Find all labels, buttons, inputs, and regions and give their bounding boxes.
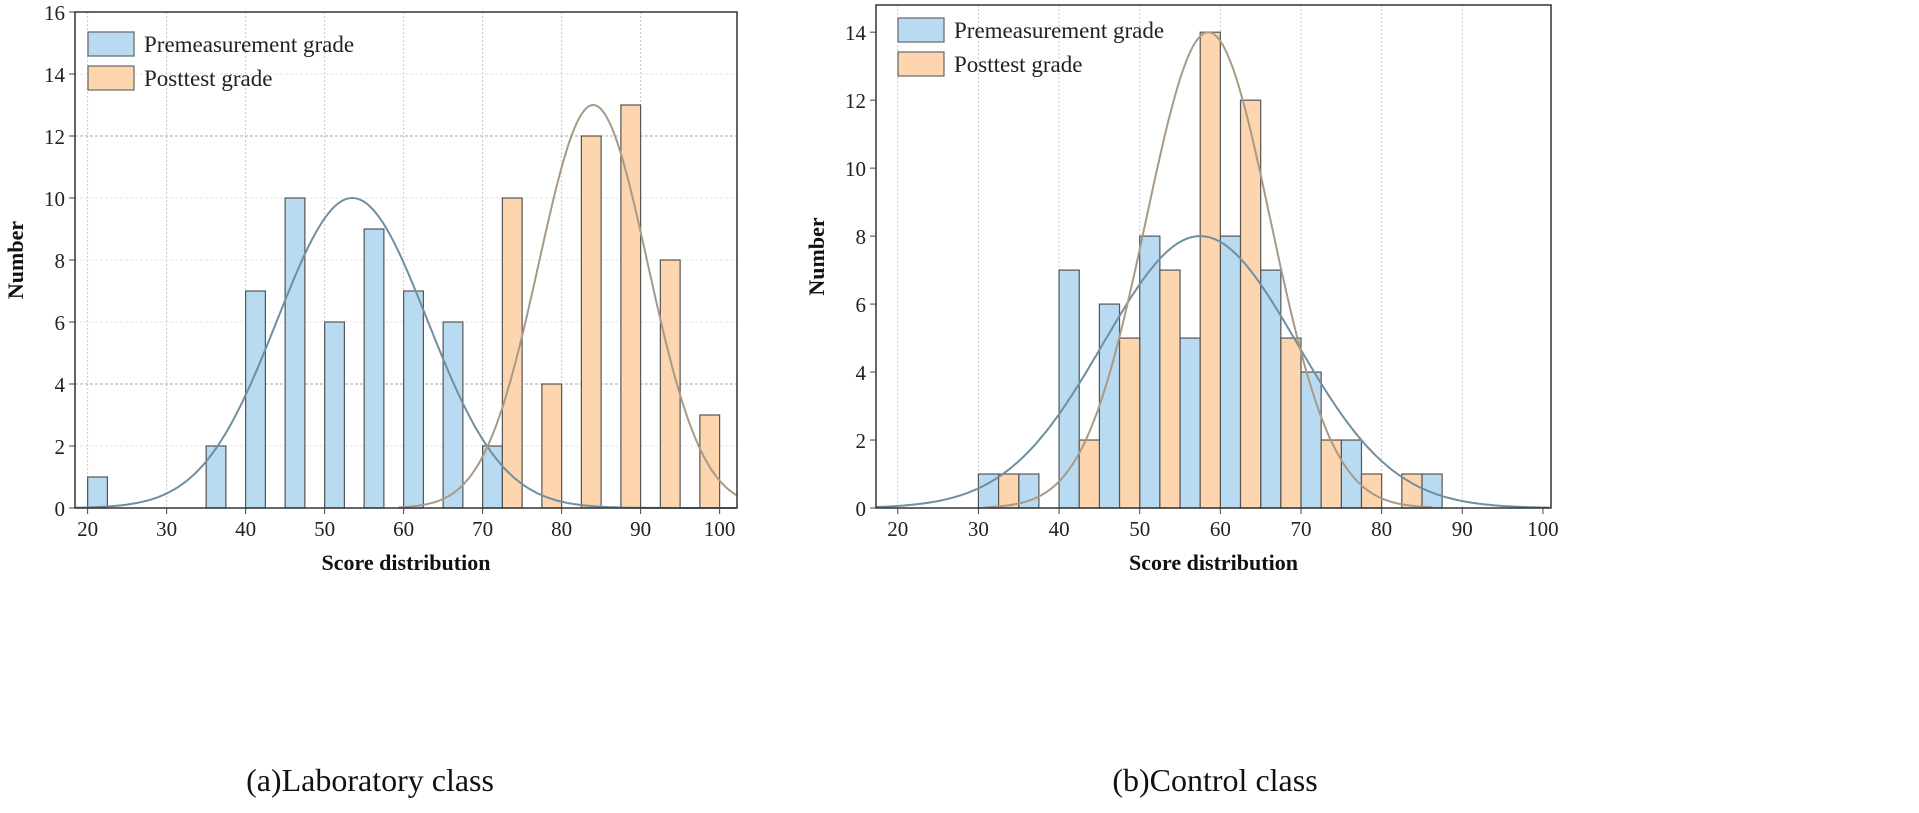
bar-premeasurement — [1219, 235, 1242, 509]
fit-curve-posttest — [398, 103, 738, 509]
legend-swatch — [897, 17, 945, 43]
legend-label: Posttest grade — [954, 52, 1082, 77]
bar-premeasurement — [442, 321, 464, 509]
x-axis-title: Score distribution — [1129, 550, 1298, 575]
x-tick-label: 20 — [77, 517, 98, 541]
y-tick-label: 6 — [856, 293, 867, 317]
bar-premeasurement — [245, 290, 266, 509]
legend-label: Premeasurement grade — [144, 32, 354, 57]
legend-label: Premeasurement grade — [954, 18, 1164, 43]
bar-posttest — [1280, 337, 1302, 509]
legend-swatch — [87, 65, 135, 91]
bar-posttest — [580, 135, 602, 509]
bar-premeasurement — [87, 476, 108, 509]
bar-posttest — [1159, 269, 1181, 509]
bar-posttest — [541, 383, 563, 509]
caption-control-class: (b)Control class — [1112, 762, 1318, 798]
bar-posttest — [1320, 439, 1342, 509]
x-tick-label: 90 — [1452, 517, 1473, 541]
y-axis-title: Number — [804, 217, 829, 295]
bar-posttest — [1199, 31, 1221, 509]
y-tick-label: 12 — [845, 89, 866, 113]
y-tick-label: 0 — [856, 497, 867, 521]
bar-posttest — [1118, 337, 1141, 509]
bar-posttest — [501, 197, 523, 509]
x-tick-label: 100 — [1527, 517, 1559, 541]
x-tick-label: 30 — [968, 517, 989, 541]
x-tick-label: 50 — [1129, 517, 1150, 541]
y-tick-label: 4 — [856, 361, 867, 385]
bar-posttest — [1360, 473, 1383, 509]
x-tick-label: 40 — [1049, 517, 1070, 541]
bar-premeasurement — [205, 445, 227, 509]
legend-label: Posttest grade — [144, 66, 272, 91]
x-tick-label: 80 — [1371, 517, 1392, 541]
plot-frame — [875, 4, 1552, 509]
bar-posttest — [699, 414, 721, 509]
bar-premeasurement — [1179, 337, 1201, 509]
y-tick-label: 14 — [44, 63, 66, 87]
y-tick-label: 12 — [44, 125, 65, 149]
y-tick-label: 14 — [845, 21, 867, 45]
caption-laboratory-class: (a)Laboratory class — [246, 762, 494, 798]
bar-posttest — [1078, 439, 1100, 509]
x-tick-label: 80 — [551, 517, 572, 541]
legend-swatch — [87, 31, 135, 57]
bar-premeasurement — [1300, 371, 1322, 509]
y-tick-label: 10 — [845, 157, 866, 181]
y-tick-label: 10 — [44, 187, 65, 211]
bar-premeasurement — [324, 321, 345, 509]
bar-premeasurement — [363, 228, 385, 509]
y-tick-label: 4 — [55, 373, 66, 397]
bar-premeasurement — [284, 197, 306, 509]
bar-premeasurement — [1260, 269, 1282, 509]
x-tick-label: 30 — [156, 517, 177, 541]
y-tick-label: 2 — [55, 435, 66, 459]
y-tick-label: 16 — [44, 1, 65, 25]
bar-premeasurement — [1139, 235, 1161, 509]
legend-swatch — [897, 51, 945, 77]
x-tick-label: 40 — [235, 517, 256, 541]
x-tick-label: 70 — [472, 517, 493, 541]
y-axis-title: Number — [3, 221, 28, 299]
y-tick-label: 2 — [856, 429, 867, 453]
bar-posttest — [997, 473, 1020, 509]
x-tick-label: 50 — [314, 517, 335, 541]
fit-curve-premeasurement — [875, 235, 1550, 509]
y-tick-label: 0 — [55, 497, 66, 521]
x-tick-label: 100 — [704, 517, 736, 541]
y-tick-label: 8 — [856, 225, 867, 249]
y-tick-label: 8 — [55, 249, 66, 273]
y-tick-label: 6 — [55, 311, 66, 335]
x-axis-title: Score distribution — [322, 550, 491, 575]
x-tick-label: 90 — [630, 517, 651, 541]
chart-laboratory-class: 20 30 40 50 60 70 80 90 100 0 2 4 6 8 10 12 14 16 Premeasu… — [3, 1, 738, 575]
x-tick-label: 70 — [1291, 517, 1312, 541]
plot-frame — [74, 11, 738, 509]
fit-curve-posttest — [984, 31, 1433, 509]
bar-premeasurement — [1421, 473, 1443, 509]
chart-control-class: 20 30 40 50 60 70 80 90 100 0 2 4 6 8 10 12 14 Premeasure… — [804, 4, 1559, 575]
x-tick-label: 60 — [1210, 517, 1231, 541]
x-tick-label: 20 — [887, 517, 908, 541]
x-tick-label: 60 — [393, 517, 414, 541]
bar-premeasurement — [403, 290, 424, 509]
